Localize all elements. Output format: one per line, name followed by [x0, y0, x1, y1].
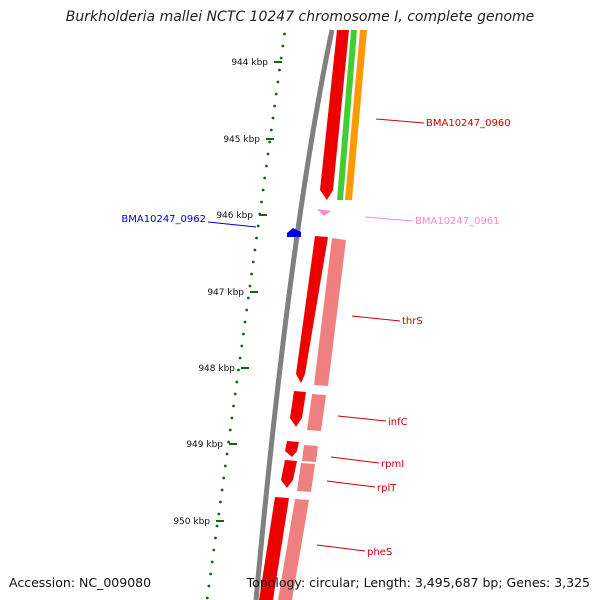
ruler-tick-label: 947 kbp	[207, 288, 244, 298]
ruler-dot	[225, 452, 229, 456]
ruler-dot	[278, 68, 281, 72]
feature-leader-line	[351, 315, 401, 322]
cds-rplt-dark	[281, 460, 297, 488]
feature-label: rpmI	[381, 459, 404, 470]
ruler-dot	[253, 248, 257, 252]
ruler-dot	[243, 320, 247, 324]
ruler-dot	[274, 92, 278, 96]
ruler-dot	[263, 176, 267, 180]
ruler-dot	[246, 296, 250, 300]
ruler-dot	[235, 380, 239, 384]
ruler-dot	[276, 80, 280, 84]
cds-phes-light	[278, 499, 309, 600]
ruler-tick-label: 948 kbp	[198, 364, 235, 374]
gene-green	[337, 30, 357, 200]
ruler-dot	[215, 524, 219, 528]
ruler-dot	[260, 200, 263, 204]
accession-text: Accession: NC_009080	[9, 575, 152, 590]
ruler-dot	[214, 536, 217, 540]
feature-leader-line	[337, 415, 387, 422]
map-title: Burkholderia mallei NCTC 10247 chromosom…	[65, 9, 535, 25]
ruler-dot	[250, 272, 254, 276]
backbone-line	[253, 29, 335, 600]
ruler-dot	[256, 224, 260, 228]
gene-orange	[345, 30, 367, 200]
ruler-dot	[232, 404, 235, 408]
ruler-dot	[273, 104, 276, 108]
feature-bma10247-0961	[317, 209, 331, 216]
feature-label: BMA10247_0962	[121, 214, 206, 225]
ruler-dot	[210, 560, 214, 564]
ruler-dot	[228, 428, 232, 432]
ruler-tick-label: 945 kbp	[223, 135, 260, 145]
ruler-tick-label: 946 kbp	[216, 211, 253, 221]
ruler-dot	[238, 356, 242, 360]
ruler-dot	[261, 188, 265, 192]
ruler-dot	[222, 476, 226, 480]
feature-leader-line	[207, 221, 257, 228]
ruler: 944 kbp 945 kbp 946 kbp 947 kbp 948 kbp 949 k…	[173, 32, 286, 600]
ruler-dot	[240, 344, 244, 348]
cds-bma10247-0960	[320, 30, 349, 200]
ruler-tick-label: 944 kbp	[231, 58, 268, 68]
feature-leader-line	[364, 216, 414, 222]
ruler-dot	[265, 164, 268, 168]
ruler-dot	[268, 140, 272, 144]
cds-infc-light	[307, 394, 326, 431]
cds-rpmi-light	[302, 445, 318, 462]
cds-thrs-dark	[296, 236, 328, 383]
cds-rplt-light	[297, 463, 315, 492]
ruler-dot	[207, 584, 211, 588]
topology-text: Topology: circular; Length: 3,495,687 bp…	[246, 575, 590, 590]
feature-leader-line	[330, 456, 380, 464]
feature-bma10247-0962	[287, 228, 301, 237]
ruler-dot	[266, 152, 270, 156]
ruler-dot	[227, 440, 231, 444]
ruler-dot	[281, 44, 285, 48]
ruler-tick-label: 949 kbp	[186, 440, 223, 450]
feature-label: rplT	[377, 483, 397, 494]
ruler-dot	[255, 236, 258, 240]
cds-rpmi-dark	[285, 441, 299, 457]
ruler-dot	[209, 572, 213, 576]
cds-phes-dark	[259, 497, 289, 600]
feature-leader-line	[316, 544, 366, 552]
feature-label: pheS	[367, 547, 392, 558]
ruler-dot	[205, 596, 209, 600]
ruler-dot	[269, 128, 273, 132]
ruler-dot	[223, 464, 227, 468]
feature-label: BMA10247_0960	[426, 118, 511, 129]
feature-label: infC	[388, 417, 408, 428]
ruler-tick-label: 950 kbp	[173, 517, 210, 527]
ruler-dot	[242, 332, 245, 336]
ruler-dot	[220, 488, 224, 492]
feature-leader-line	[375, 118, 425, 124]
ruler-dot	[217, 512, 221, 516]
ruler-dot	[230, 416, 234, 420]
feature-leader-line	[326, 480, 376, 488]
ruler-dot	[251, 260, 255, 264]
feature-labels: BMA10247_0960 BMA10247_0961 BMA10247_0962t…	[121, 118, 510, 558]
feature-label: BMA10247_0961	[415, 216, 500, 227]
ruler-dot	[279, 56, 283, 60]
ruler-dot	[233, 392, 237, 396]
ruler-dot	[219, 500, 222, 504]
ruler-dot	[212, 548, 216, 552]
ruler-dot	[283, 32, 286, 36]
cds-thrs-light	[314, 238, 346, 386]
ruler-dot	[245, 308, 249, 312]
ruler-dot	[248, 284, 252, 288]
ruler-dot	[237, 368, 240, 372]
cds-infc-dark	[290, 391, 306, 427]
feature-label: thrS	[402, 316, 423, 327]
ruler-dot	[271, 116, 275, 120]
